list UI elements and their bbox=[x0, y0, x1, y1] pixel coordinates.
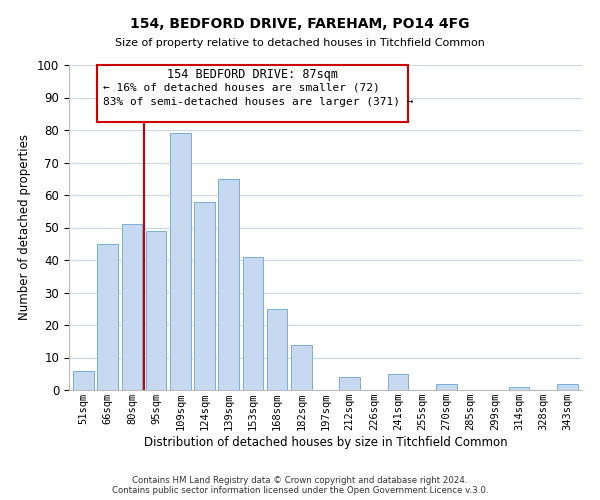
Y-axis label: Number of detached properties: Number of detached properties bbox=[19, 134, 31, 320]
Bar bbox=[267, 308, 287, 390]
Bar bbox=[340, 377, 360, 390]
Bar bbox=[291, 344, 311, 390]
Bar bbox=[388, 374, 409, 390]
Text: Contains public sector information licensed under the Open Government Licence v.: Contains public sector information licen… bbox=[112, 486, 488, 495]
Bar bbox=[557, 384, 578, 390]
Bar bbox=[218, 179, 239, 390]
Text: 83% of semi-detached houses are larger (371) →: 83% of semi-detached houses are larger (… bbox=[103, 97, 413, 107]
Bar bbox=[97, 244, 118, 390]
Bar bbox=[122, 224, 142, 390]
Bar bbox=[146, 231, 166, 390]
X-axis label: Distribution of detached houses by size in Titchfield Common: Distribution of detached houses by size … bbox=[143, 436, 508, 449]
FancyBboxPatch shape bbox=[97, 65, 408, 122]
Text: ← 16% of detached houses are smaller (72): ← 16% of detached houses are smaller (72… bbox=[103, 83, 380, 93]
Bar bbox=[73, 370, 94, 390]
Bar bbox=[436, 384, 457, 390]
Text: Contains HM Land Registry data © Crown copyright and database right 2024.: Contains HM Land Registry data © Crown c… bbox=[132, 476, 468, 485]
Bar bbox=[194, 202, 215, 390]
Bar bbox=[509, 387, 529, 390]
Text: Size of property relative to detached houses in Titchfield Common: Size of property relative to detached ho… bbox=[115, 38, 485, 48]
Bar bbox=[242, 257, 263, 390]
Bar bbox=[170, 133, 191, 390]
Text: 154 BEDFORD DRIVE: 87sqm: 154 BEDFORD DRIVE: 87sqm bbox=[167, 68, 338, 81]
Text: 154, BEDFORD DRIVE, FAREHAM, PO14 4FG: 154, BEDFORD DRIVE, FAREHAM, PO14 4FG bbox=[130, 18, 470, 32]
